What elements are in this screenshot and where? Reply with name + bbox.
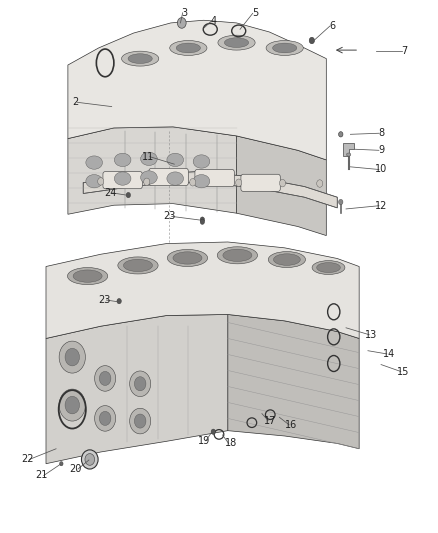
FancyBboxPatch shape [241,174,280,191]
Text: 20: 20 [70,464,82,474]
FancyBboxPatch shape [149,168,188,185]
Circle shape [309,37,314,44]
Ellipse shape [173,252,202,264]
Text: 10: 10 [375,165,387,174]
Polygon shape [83,172,337,208]
Circle shape [190,179,196,186]
Circle shape [200,219,205,224]
Ellipse shape [167,154,184,167]
Polygon shape [46,314,228,464]
Ellipse shape [65,349,80,366]
Text: 2: 2 [72,98,78,107]
Text: 9: 9 [378,146,384,155]
Ellipse shape [86,174,102,188]
Polygon shape [68,20,326,160]
Text: 14: 14 [383,349,395,359]
Polygon shape [46,242,359,338]
Ellipse shape [223,249,252,262]
Ellipse shape [65,397,80,414]
Ellipse shape [218,35,255,50]
Text: 16: 16 [285,420,297,430]
Ellipse shape [85,454,95,465]
Text: 5: 5 [252,9,258,18]
Ellipse shape [272,43,297,53]
Circle shape [60,462,63,466]
Ellipse shape [167,249,208,266]
Ellipse shape [59,341,85,373]
Polygon shape [237,136,326,236]
Ellipse shape [317,263,340,272]
Ellipse shape [99,411,111,425]
Ellipse shape [81,450,98,469]
Text: 13: 13 [365,330,378,340]
Circle shape [236,179,242,187]
Ellipse shape [167,172,184,185]
Text: 19: 19 [198,436,210,446]
Polygon shape [343,143,354,156]
Ellipse shape [114,172,131,185]
Circle shape [279,180,286,187]
Ellipse shape [224,38,249,47]
Ellipse shape [193,155,210,168]
Ellipse shape [346,153,351,156]
Ellipse shape [134,377,146,391]
Circle shape [144,178,150,185]
Text: 18: 18 [225,439,237,448]
Ellipse shape [95,366,116,391]
Text: 7: 7 [401,46,407,56]
Ellipse shape [121,51,159,66]
Circle shape [98,177,104,185]
Circle shape [117,298,121,304]
Text: 23: 23 [163,212,176,221]
Ellipse shape [193,174,210,188]
Ellipse shape [273,254,300,265]
Circle shape [177,18,186,28]
Ellipse shape [130,408,151,434]
Circle shape [200,217,205,222]
Ellipse shape [217,247,258,264]
Ellipse shape [266,41,303,55]
Polygon shape [228,314,359,449]
Ellipse shape [73,270,102,282]
Ellipse shape [312,261,345,274]
Ellipse shape [95,406,116,431]
Polygon shape [68,127,237,214]
Text: 24: 24 [104,188,117,198]
Text: 15: 15 [397,367,409,376]
Text: 12: 12 [375,201,387,211]
Ellipse shape [59,389,85,421]
Ellipse shape [268,252,305,268]
Circle shape [339,132,343,137]
Text: 6: 6 [329,21,335,31]
Text: 17: 17 [264,416,276,425]
Ellipse shape [134,414,146,428]
Text: 22: 22 [21,455,33,464]
Ellipse shape [124,259,152,272]
Ellipse shape [118,257,158,274]
Text: 8: 8 [378,128,384,138]
Text: 11: 11 [141,152,154,161]
Ellipse shape [130,371,151,397]
Ellipse shape [99,372,111,385]
Circle shape [126,192,131,198]
Ellipse shape [114,154,131,167]
Text: 4: 4 [210,17,216,26]
Ellipse shape [86,156,102,169]
Ellipse shape [141,152,157,165]
Text: 23: 23 [98,295,110,305]
Circle shape [339,199,343,205]
Circle shape [211,429,215,434]
Ellipse shape [67,268,108,285]
Text: 3: 3 [182,8,188,18]
Text: 21: 21 [35,471,48,480]
Ellipse shape [176,43,201,53]
FancyBboxPatch shape [195,169,234,187]
Ellipse shape [128,54,152,63]
Ellipse shape [170,41,207,55]
Ellipse shape [141,171,157,184]
Circle shape [317,180,323,187]
FancyBboxPatch shape [103,172,142,189]
